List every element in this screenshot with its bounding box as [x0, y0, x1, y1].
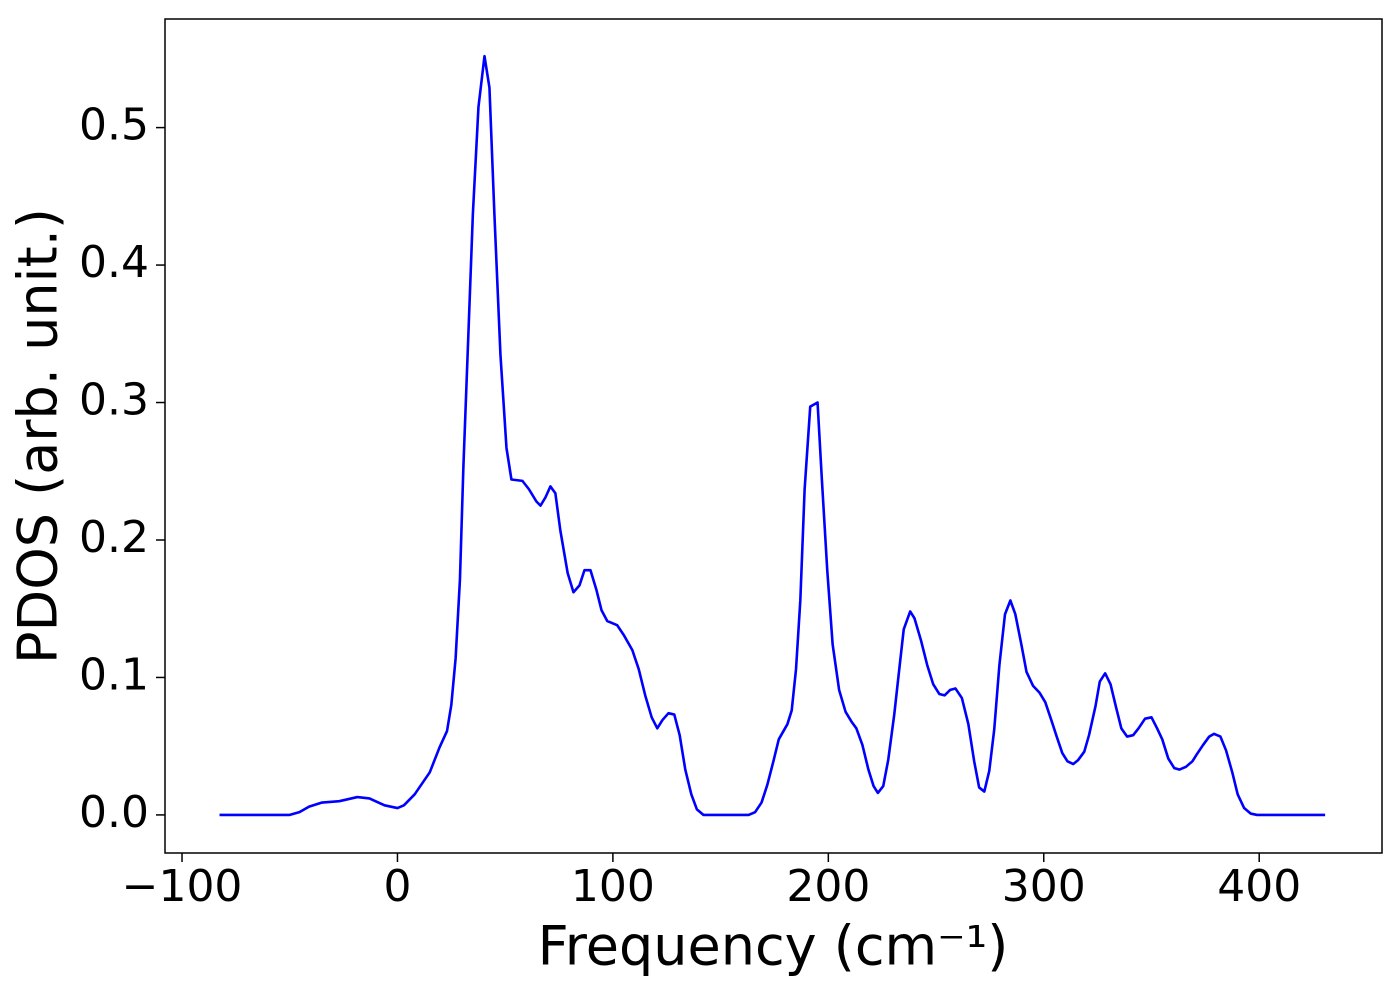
x-tick-label: 400: [1217, 861, 1301, 912]
x-tick-label: 100: [571, 861, 655, 912]
y-tick-label: 0.4: [79, 237, 149, 288]
y-tick-label: 0.5: [79, 100, 149, 151]
x-tick-label: 0: [383, 861, 411, 912]
y-axis-label: PDOS (arb. unit.): [7, 208, 70, 664]
y-tick-label: 0.3: [79, 375, 149, 426]
y-tick-label: 0.2: [79, 512, 149, 563]
plot-frame: [164, 18, 1383, 854]
x-tick-label: 300: [1002, 861, 1086, 912]
x-tick-label: 200: [786, 861, 870, 912]
x-tick-label: −100: [122, 861, 243, 912]
x-axis-label: Frequency (cm⁻¹): [538, 915, 1009, 978]
y-tick-label: 0.0: [79, 787, 149, 838]
y-tick-label: 0.1: [79, 649, 149, 700]
pdos-line: [219, 54, 1326, 817]
